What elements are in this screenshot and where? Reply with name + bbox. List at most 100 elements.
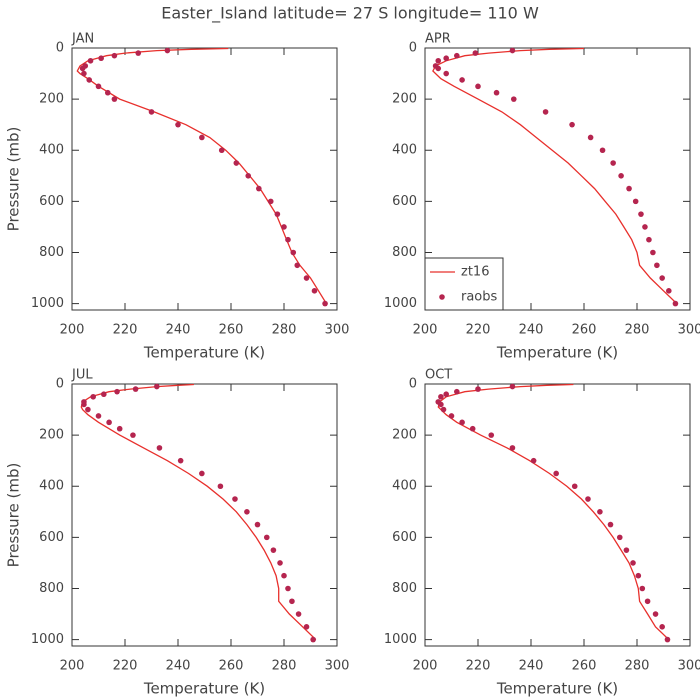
x-tick-label: 220: [113, 323, 138, 338]
legend-label: zt16: [461, 265, 489, 280]
y-tick-label: 0: [409, 377, 417, 392]
legend-box: [424, 257, 504, 311]
obs-point: [148, 109, 155, 115]
obs-point: [587, 134, 594, 141]
obs-point: [135, 50, 142, 56]
y-tick-label: 200: [39, 92, 64, 107]
obs-point: [664, 636, 671, 643]
obs-point: [597, 509, 603, 515]
obs-point: [177, 457, 184, 464]
profile-line: [80, 383, 317, 641]
obs-point: [654, 262, 660, 269]
obs-point: [459, 419, 465, 426]
obs-point: [623, 547, 630, 553]
obs-point: [618, 173, 624, 179]
obs-point: [274, 211, 281, 217]
x-axis-label: Temperature (K): [496, 344, 618, 362]
panel: 200 220 240 260 280 300 0 200 400 600 800 1000 OCT Te…: [384, 368, 700, 698]
obs-point: [277, 560, 283, 566]
x-tick-label: 240: [166, 323, 191, 338]
obs-point: [454, 52, 460, 59]
obs-point: [659, 624, 665, 630]
obs-point: [81, 70, 87, 77]
obs-point: [438, 393, 444, 400]
obs-point: [289, 598, 295, 605]
obs-point: [642, 224, 648, 230]
panel: 200 220 240 260 280 300 0 200 400 600 800 1000 JUL Te…: [5, 368, 350, 698]
obs-point: [267, 198, 274, 205]
x-tick-label: 240: [166, 659, 191, 674]
obs-point: [310, 636, 316, 643]
y-tick-label: 400: [392, 479, 417, 494]
profile-line: [437, 383, 670, 641]
obs-point: [459, 77, 465, 83]
y-tick-label: 0: [409, 41, 417, 56]
y-tick-label: 200: [392, 92, 417, 107]
obs-point: [104, 89, 111, 96]
obs-point: [218, 147, 225, 154]
obs-point: [440, 406, 447, 413]
obs-point: [454, 388, 460, 395]
x-tick-label: 240: [519, 659, 544, 674]
x-tick-label: 280: [272, 323, 297, 338]
obs-point: [130, 432, 136, 438]
obs-point: [448, 413, 455, 419]
obs-point: [616, 534, 623, 541]
obs-point: [322, 300, 328, 307]
x-tick-label: 260: [219, 659, 244, 674]
obs-point: [254, 521, 261, 528]
x-tick-label: 300: [678, 323, 700, 338]
obs-point: [244, 509, 250, 515]
obs-point: [82, 63, 89, 69]
obs-point: [571, 483, 578, 490]
obs-point: [199, 134, 205, 141]
obs-point: [245, 173, 252, 179]
obs-point: [263, 534, 270, 541]
profile-line: [76, 47, 327, 304]
obs-point: [475, 83, 481, 90]
obs-point: [85, 406, 91, 413]
y-tick-label: 400: [39, 479, 64, 494]
obs-point: [472, 50, 479, 56]
obs-point: [553, 470, 559, 477]
obs-point: [510, 96, 517, 102]
obs-point: [635, 572, 642, 579]
y-tick-label: 1000: [31, 632, 64, 647]
obs-point: [630, 560, 636, 566]
x-tick-label: 200: [60, 659, 85, 674]
obs-point: [639, 585, 646, 592]
obs-point: [101, 391, 107, 398]
plot-frame: [424, 383, 691, 647]
plot-frame: [71, 383, 338, 647]
obs-point: [233, 160, 240, 166]
y-tick-label: 800: [392, 581, 417, 596]
x-tick-label: 260: [572, 323, 597, 338]
obs-point: [256, 185, 262, 192]
x-tick-label: 200: [413, 659, 438, 674]
obs-point: [509, 445, 516, 451]
y-tick-label: 200: [392, 428, 417, 443]
obs-point: [652, 611, 659, 617]
y-tick-label: 600: [392, 194, 417, 209]
panel: 200 220 240 260 280 300 0 200 400 600 800 1000 JAN Te…: [5, 32, 350, 362]
profile-line: [432, 47, 678, 305]
obs-point: [281, 572, 287, 579]
y-axis-label: Pressure (mb): [5, 127, 23, 232]
x-tick-label: 300: [678, 659, 700, 674]
obs-point: [542, 109, 549, 115]
x-tick-label: 220: [466, 659, 491, 674]
panel: 200 220 240 260 280 300 0 200 400 600 800 1000 APR Te…: [384, 32, 700, 362]
obs-point: [443, 391, 450, 398]
obs-point: [650, 249, 656, 256]
obs-point: [443, 70, 450, 77]
legend-label: raobs: [461, 290, 498, 305]
panel-title: JAN: [71, 32, 94, 47]
obs-point: [610, 160, 616, 166]
y-tick-label: 800: [39, 245, 64, 260]
y-tick-label: 1000: [384, 632, 417, 647]
obs-point: [98, 55, 104, 62]
obs-point: [672, 300, 679, 307]
obs-point: [632, 198, 639, 205]
obs-point: [435, 57, 442, 64]
y-tick-label: 0: [56, 41, 64, 56]
